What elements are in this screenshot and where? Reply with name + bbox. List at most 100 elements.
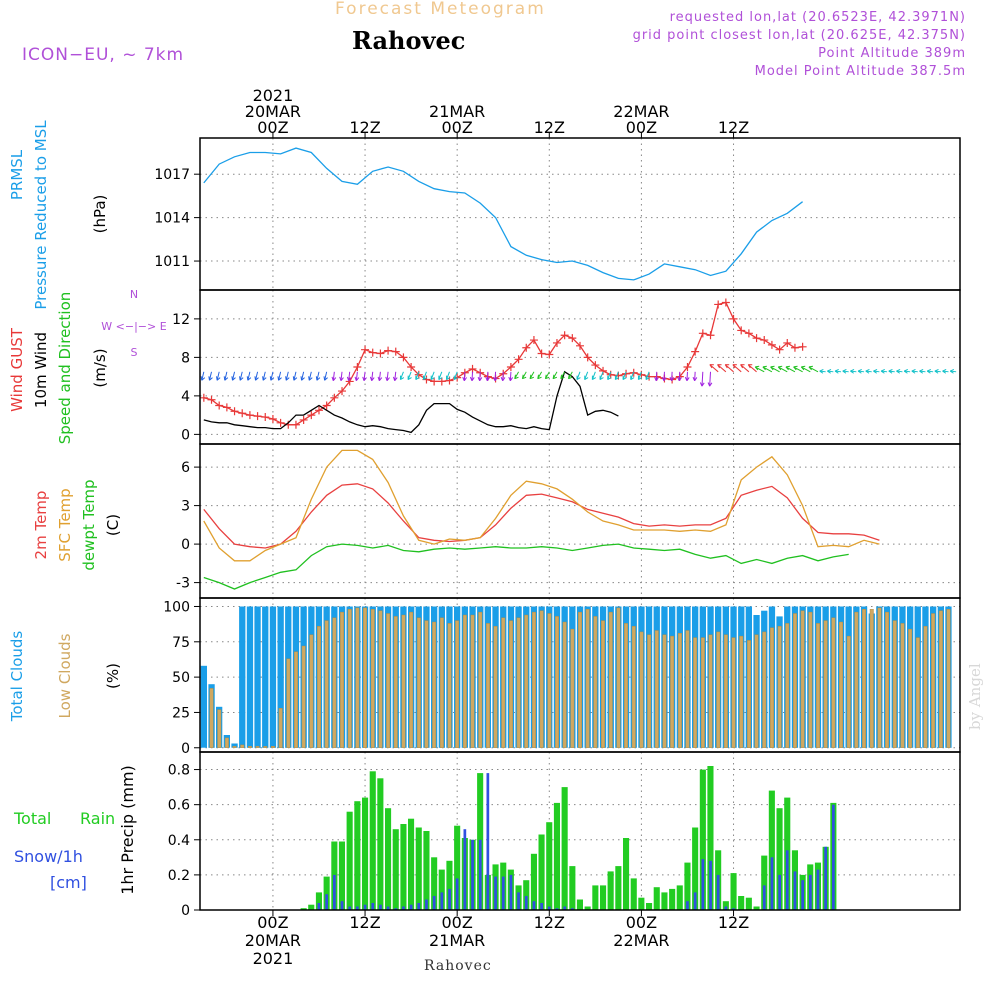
- wind-direction-arrow: [801, 366, 811, 373]
- low-clouds-bar: [892, 620, 897, 748]
- gust-point-marker: [276, 418, 285, 427]
- low-clouds-bar: [639, 631, 644, 749]
- gust-point-marker: [737, 326, 746, 335]
- wind-direction-arrow: [247, 371, 251, 381]
- low-clouds-bar: [647, 634, 652, 748]
- low-clouds-bar: [662, 634, 667, 748]
- total-rain-bar: [669, 888, 676, 910]
- snow-1h-bar: [563, 906, 566, 910]
- gust-point-marker: [307, 411, 316, 420]
- low-clouds-bar: [946, 609, 951, 748]
- wind-arrow-head: [919, 368, 924, 374]
- snow-1h-bar: [432, 896, 436, 910]
- snow-1h-bar: [379, 904, 382, 910]
- wind-arrow-head: [422, 375, 428, 381]
- gust-point-marker: [529, 336, 538, 345]
- wind-arrow-head: [485, 376, 490, 382]
- gust-point-marker: [338, 387, 347, 396]
- snow-1h-bar: [501, 876, 505, 910]
- wind-gust-series-line: [203, 301, 803, 426]
- wind-direction-arrow: [732, 364, 742, 373]
- wind-direction-arrow: [747, 364, 757, 373]
- wind-direction-arrow: [293, 371, 297, 381]
- low-clouds-bar: [854, 611, 859, 748]
- wind-direction-arrow: [678, 371, 681, 381]
- low-clouds-bar: [700, 637, 705, 748]
- time-axis-top-label: 22MAR: [613, 102, 669, 121]
- wind-arrow-head: [239, 376, 244, 381]
- low-clouds-bar: [447, 623, 452, 748]
- gust-point-marker: [783, 338, 792, 347]
- wind-arrow-head: [850, 368, 855, 374]
- wind-gust-label: Wind GUST: [8, 327, 26, 412]
- precip-legend-unit: [cm]: [50, 873, 87, 892]
- wind-arrow-head: [560, 374, 565, 380]
- low-clouds-bar: [240, 744, 245, 748]
- precip-ytick-label: 0.8: [168, 763, 190, 779]
- gust-point-marker: [706, 331, 715, 340]
- low-clouds-bar: [524, 614, 529, 749]
- clouds-ytick-label: 0: [181, 741, 190, 757]
- gust-point-marker: [391, 347, 400, 356]
- snow-1h-bar: [425, 899, 428, 910]
- low-clouds-label: Low Clouds: [56, 633, 74, 718]
- wind-direction-arrow: [371, 371, 374, 381]
- total-rain-bar: [584, 906, 591, 910]
- wind-arrow-head: [285, 376, 290, 381]
- total-rain-bar: [400, 824, 407, 910]
- pressure-unit-label: (hPa): [91, 195, 109, 234]
- total-rain-bar: [415, 827, 422, 910]
- gust-point-marker: [384, 346, 393, 355]
- clouds-ytick-label: 25: [172, 705, 190, 721]
- wind-arrow-head: [754, 365, 760, 371]
- low-clouds-bar: [532, 611, 536, 748]
- low-clouds-bar: [816, 623, 820, 748]
- snow-1h-bar: [555, 908, 559, 910]
- wind-10m-label: 10m Wind: [32, 332, 50, 408]
- time-axis-top-label: 12Z: [349, 118, 380, 137]
- wind-arrow-head: [469, 376, 475, 382]
- low-clouds-bar: [731, 637, 736, 748]
- total-clouds-bar: [231, 743, 238, 748]
- total-rain-bar: [300, 908, 307, 910]
- wind-arrow-head: [911, 368, 916, 374]
- wind-direction-arrow: [494, 371, 497, 381]
- temp-unit-label: (C): [104, 514, 122, 536]
- wind-direction-arrow: [709, 371, 712, 387]
- wind-arrow-head: [896, 368, 901, 374]
- precip-unit-label: 1hr Precip (mm): [118, 765, 137, 895]
- low-clouds-bar: [332, 617, 337, 748]
- wind-direction-arrow: [486, 371, 489, 381]
- total-rain-bar: [423, 831, 430, 910]
- low-clouds-bar: [762, 631, 767, 749]
- wind-direction-arrow: [778, 366, 788, 373]
- low-clouds-bar: [386, 613, 391, 748]
- wind-arrow-head: [552, 374, 558, 380]
- wind-arrow-head: [500, 376, 506, 382]
- time-axis-top-label: 2021: [253, 86, 294, 105]
- snow-1h-bar: [317, 903, 321, 910]
- time-axis-bottom-label: 00Z: [626, 913, 657, 932]
- snow-1h-bar: [524, 896, 528, 910]
- wind-arrow-head: [827, 368, 832, 374]
- low-clouds-bar: [601, 620, 605, 748]
- snow-1h-bar: [801, 880, 804, 910]
- total-rain-bar: [354, 801, 361, 910]
- wind-arrow-head: [262, 376, 267, 381]
- low-clouds-bar: [777, 626, 782, 748]
- time-axis-top-label: 12Z: [718, 118, 749, 137]
- low-clouds-bar: [286, 658, 291, 748]
- total-rain-bar: [446, 860, 453, 910]
- wind-arrow-head: [385, 376, 390, 381]
- wind-arrow-head: [630, 375, 635, 381]
- clouds-ytick-label: 75: [172, 635, 190, 651]
- wind-arrow-head: [677, 376, 682, 382]
- wind-direction-arrow: [201, 371, 205, 381]
- low-clouds-bar: [209, 688, 214, 748]
- low-clouds-bar: [562, 621, 567, 748]
- frames-layer: [194, 132, 961, 916]
- grid-layer: [200, 138, 960, 911]
- wind-arrow-head: [407, 375, 412, 381]
- wind-arrow-head: [614, 375, 620, 381]
- low-clouds-bar: [869, 609, 874, 748]
